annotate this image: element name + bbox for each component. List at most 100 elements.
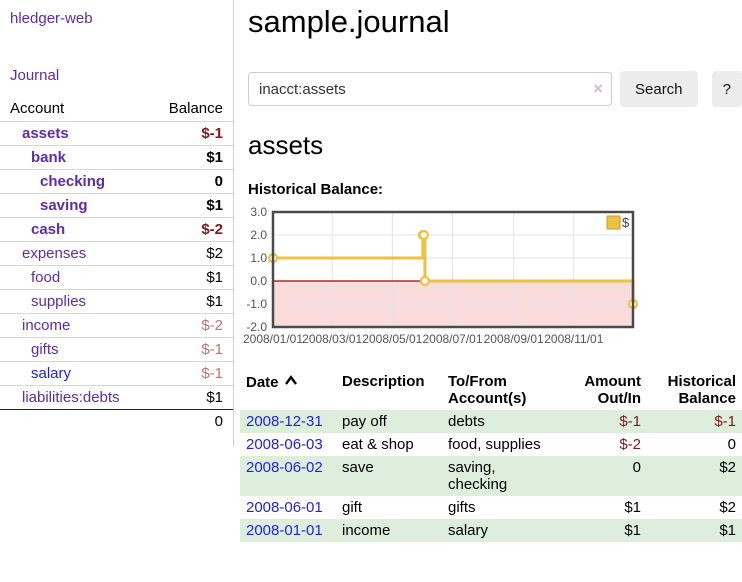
transaction-amount: $-2 — [619, 436, 641, 453]
sort-ascending-icon — [284, 373, 298, 390]
register-header-accounts: To/From Account(s) — [448, 373, 527, 407]
transaction-balance: $-1 — [714, 413, 736, 430]
accounts-total-row: 0 — [0, 409, 233, 433]
transaction-date-link[interactable]: 2008-01-01 — [246, 522, 323, 539]
transaction-accounts: gifts — [448, 499, 476, 516]
transaction-amount: $1 — [624, 499, 641, 516]
transaction-date-link[interactable]: 2008-06-01 — [246, 499, 323, 516]
transaction-row: 2008-06-03 eat & shop food, supplies $-2 0 — [240, 433, 742, 456]
account-link[interactable]: liabilities:debts — [22, 389, 120, 406]
svg-text:-2.0: -2.0 — [246, 320, 267, 334]
accounts-total-balance: 0 — [148, 409, 233, 433]
chart-title: Historical Balance: — [248, 181, 384, 198]
account-balance: $-1 — [148, 361, 233, 386]
search-form: × Search ? — [248, 71, 742, 107]
transaction-accounts: debts — [448, 413, 485, 430]
transaction-row: 2008-01-01 income salary $1 $1 — [240, 519, 742, 542]
account-balance: $1 — [148, 145, 233, 170]
register-header-balance: Historical Balance — [667, 373, 736, 407]
account-row: supplies $1 — [0, 289, 233, 314]
accounts-header-account: Account — [10, 100, 65, 117]
svg-text:2008/11/01: 2008/11/01 — [544, 332, 603, 346]
account-row: assets $-1 — [0, 121, 233, 146]
transaction-accounts: saving, checking — [448, 459, 508, 493]
account-row: cash $-2 — [0, 217, 233, 242]
accounts-header-balance: Balance — [168, 100, 223, 117]
transaction-date-link[interactable]: 2008-06-03 — [246, 436, 323, 453]
transaction-description: income — [342, 522, 391, 539]
transaction-description: eat & shop — [342, 436, 414, 453]
app-title-link[interactable]: hledger-web — [10, 10, 93, 27]
svg-text:1.0: 1.0 — [250, 251, 267, 265]
svg-text:-1.0: -1.0 — [246, 297, 267, 311]
account-link[interactable]: gifts — [31, 341, 59, 358]
transaction-balance: $2 — [719, 499, 736, 516]
svg-text:2.0: 2.0 — [250, 228, 267, 242]
register-header-amount: Amount Out/In — [584, 373, 641, 407]
svg-text:2008/09/01: 2008/09/01 — [484, 332, 544, 346]
transaction-amount: $-1 — [619, 413, 641, 430]
svg-text:2008/03/01: 2008/03/01 — [302, 332, 362, 346]
transaction-row: 2008-06-02 save saving, checking 0 $2 — [240, 456, 742, 496]
transaction-description: save — [342, 459, 374, 476]
sidebar-divider — [233, 0, 234, 446]
account-balance: $-1 — [148, 337, 233, 362]
register-header-description: Description — [342, 373, 425, 390]
transaction-row: 2008-12-31 pay off debts $-1 $-1 — [240, 410, 742, 433]
clear-search-icon[interactable]: × — [593, 79, 603, 98]
transaction-balance: $1 — [719, 522, 736, 539]
account-balance: $-2 — [148, 217, 233, 242]
transaction-description: pay off — [342, 413, 387, 430]
transaction-amount: 0 — [632, 459, 641, 476]
account-balance: $1 — [148, 265, 233, 290]
account-row: checking 0 — [0, 169, 233, 194]
transaction-accounts: food, supplies — [448, 436, 541, 453]
transactions-table: Date Description To/From Account(s) Amou… — [240, 370, 742, 542]
account-link[interactable]: checking — [40, 173, 106, 190]
register-header-date[interactable]: Date — [240, 370, 336, 410]
account-row: bank $1 — [0, 145, 233, 170]
transaction-row: 2008-06-01 gift gifts $1 $2 — [240, 496, 742, 519]
account-row: liabilities:debts $1 — [0, 385, 233, 410]
transaction-balance: $2 — [719, 459, 736, 476]
account-link[interactable]: saving — [40, 197, 88, 214]
search-button[interactable]: Search — [620, 71, 698, 107]
search-help-button[interactable]: ? — [711, 71, 742, 107]
account-link[interactable]: income — [22, 317, 71, 334]
svg-text:3.0: 3.0 — [250, 205, 267, 219]
svg-text:2008/01/01: 2008/01/01 — [243, 332, 303, 346]
account-balance: $1 — [148, 385, 233, 410]
transaction-description: gift — [342, 499, 363, 516]
account-link[interactable]: expenses — [22, 245, 87, 262]
account-row: saving $1 — [0, 193, 233, 218]
search-input[interactable] — [248, 72, 612, 106]
transactions-table-body: 2008-12-31 pay off debts $-1 $-1 2008-06-03 ea… — [240, 410, 742, 542]
account-row: food $1 — [0, 265, 233, 290]
account-row: gifts $-1 — [0, 337, 233, 362]
svg-text:0.0: 0.0 — [250, 274, 267, 288]
account-balance: $2 — [148, 241, 233, 266]
account-balance: 0 — [148, 169, 233, 194]
svg-text:2008/07/01: 2008/07/01 — [422, 332, 482, 346]
accounts-table: Account Balance assets $-1 bank $1 checking 0… — [0, 97, 233, 433]
account-row: salary $-1 — [0, 361, 233, 386]
account-link[interactable]: bank — [31, 149, 67, 166]
account-balance: $1 — [148, 289, 233, 314]
account-link[interactable]: food — [31, 269, 61, 286]
transaction-date-link[interactable]: 2008-06-02 — [246, 459, 323, 476]
account-link[interactable]: cash — [31, 221, 66, 238]
sidebar-item-journal[interactable]: Journal — [10, 67, 60, 84]
account-link[interactable]: salary — [31, 365, 72, 382]
account-row: expenses $2 — [0, 241, 233, 266]
account-row: income $-2 — [0, 313, 233, 338]
transaction-balance: 0 — [727, 436, 736, 453]
account-link[interactable]: supplies — [31, 293, 87, 310]
transaction-accounts: salary — [448, 522, 489, 539]
account-heading: assets — [248, 130, 324, 160]
historical-balance-chart: $3.0 2.0 1.0 0.0 -1.0 -2.0 2008/01/01 2008/03/0… — [240, 204, 640, 356]
svg-text:$: $ — [622, 215, 630, 230]
account-link[interactable]: assets — [22, 125, 69, 142]
account-balance: $1 — [148, 193, 233, 218]
transaction-date-link[interactable]: 2008-12-31 — [246, 413, 323, 430]
